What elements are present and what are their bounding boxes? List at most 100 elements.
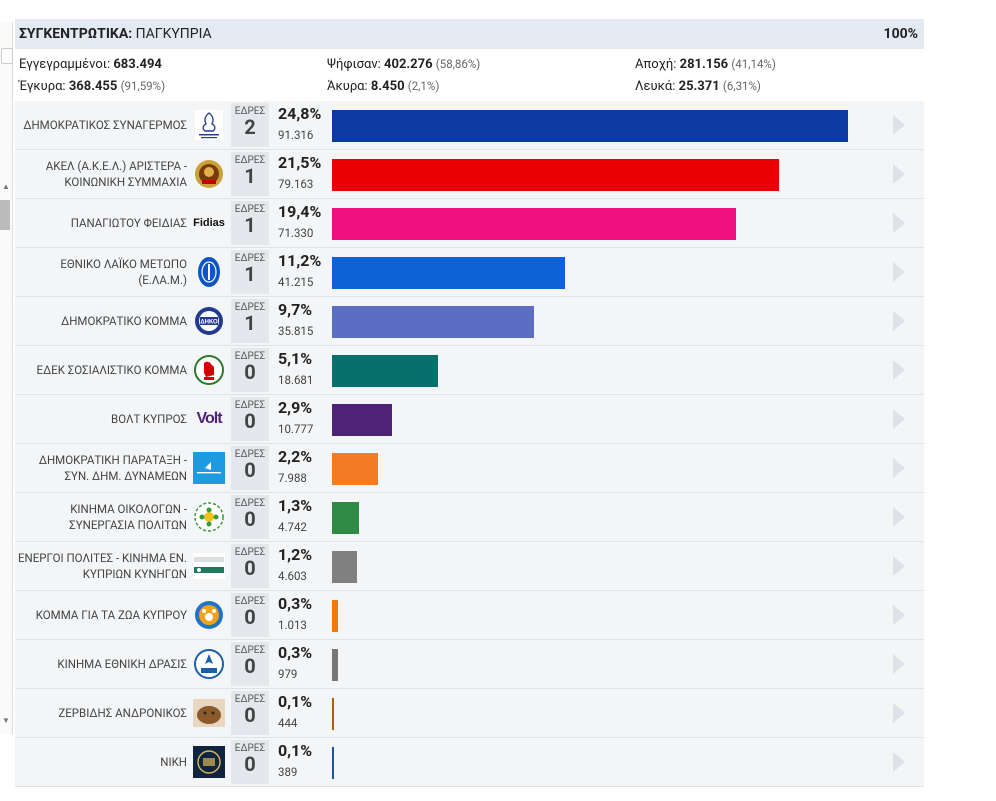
result-bar	[332, 355, 438, 387]
vote-percentage: 1,3%	[278, 496, 313, 515]
vote-count: 389	[278, 765, 298, 779]
expand-arrow-icon[interactable]	[893, 507, 905, 527]
party-name: ΒΟΛΤ ΚΥΠΡΟΣ	[111, 412, 187, 426]
seats-label: ΕΔΡΕΣ	[234, 155, 266, 166]
logo-text: Volt	[196, 410, 222, 427]
vote-count: 71.330	[278, 226, 314, 240]
scroll-down-arrow-icon[interactable]: ▼	[2, 716, 10, 725]
party-row[interactable]: ΕΝΕΡΓΟΙ ΠΟΛΙΤΕΣ - ΚΙΝΗΜΑ ΕΝ. ΚΥΠΡΙΩΝ ΚΥΝ…	[15, 542, 924, 591]
candidate-photo-icon	[193, 697, 225, 729]
volt-logo-icon: Volt	[193, 403, 225, 435]
result-bar	[332, 600, 338, 632]
fidias-logo-icon: Fidias	[193, 207, 225, 239]
seats-box: ΕΔΡΕΣ 2	[231, 103, 269, 147]
seats-count: 0	[244, 654, 256, 678]
vote-percentage: 0,1%	[278, 741, 313, 760]
vote-percentage: 9,7%	[278, 300, 313, 319]
seats-label: ΕΔΡΕΣ	[234, 596, 266, 607]
seats-count: 0	[244, 605, 256, 629]
vote-count: 1.013	[278, 618, 307, 632]
expand-arrow-icon[interactable]	[893, 556, 905, 576]
party-row[interactable]: ΚΙΝΗΜΑ ΟΙΚΟΛΟΓΩΝ - ΣΥΝΕΡΓΑΣΙΑ ΠΟΛΙΤΩΝ ΕΔΡ…	[15, 493, 924, 542]
blank-label: Λευκά:	[635, 79, 676, 94]
expand-arrow-icon[interactable]	[893, 164, 905, 184]
abstention-pct: (41,14%)	[731, 57, 776, 71]
result-bar	[332, 502, 359, 534]
vote-count: 7.988	[278, 471, 307, 485]
expand-arrow-icon[interactable]	[893, 752, 905, 772]
expand-arrow-icon[interactable]	[893, 605, 905, 625]
svg-text:ΔΗΚΟ: ΔΗΚΟ	[200, 320, 218, 326]
vote-percentage: 2,9%	[278, 398, 313, 417]
expand-arrow-icon[interactable]	[893, 409, 905, 429]
result-bar	[332, 698, 334, 730]
expand-arrow-icon[interactable]	[893, 458, 905, 478]
party-row[interactable]: ΕΔΕΚ ΣΟΣΙΑΛΙΣΤΙΚΟ ΚΟΜΜΑ ΕΔΡΕΣ 0 5,1% 18.681	[15, 346, 924, 395]
header-title: ΣΥΓΚΕΝΤΡΩΤΙΚΑ: ΠΑΓΚΥΠΡΙΑ	[19, 26, 212, 42]
vote-count: 18.681	[278, 373, 314, 387]
scroll-cap[interactable]	[1, 48, 13, 64]
expand-arrow-icon[interactable]	[893, 654, 905, 674]
seats-count: 2	[244, 115, 256, 139]
seats-box: ΕΔΡΕΣ 0	[231, 348, 269, 392]
party-name: ΠΑΝΑΓΙΩΤΟΥ ΦΕΙΔΙΑΣ	[70, 216, 187, 230]
invalid-pct: (2,1%)	[407, 79, 440, 93]
party-row[interactable]: ΒΟΛΤ ΚΥΠΡΟΣ Volt ΕΔΡΕΣ 0 2,9% 10.777	[15, 395, 924, 444]
vote-count: 979	[278, 667, 298, 681]
expand-arrow-icon[interactable]	[893, 360, 905, 380]
party-name: ΑΚΕΛ (Α.Κ.Ε.Λ.) ΑΡΙΣΤΕΡΑ - ΚΟΙΝΩΝΙΚΗ ΣΥΜ…	[45, 159, 187, 189]
diko-logo-icon: ΔΗΚΟ	[193, 305, 225, 337]
party-name: ΚΙΝΗΜΑ ΕΘΝΙΚΗ ΔΡΑΣΙΣ	[57, 657, 187, 671]
result-bar	[332, 649, 338, 681]
left-scrollbar[interactable]: ▲ ▼	[0, 22, 13, 734]
expand-arrow-icon[interactable]	[893, 213, 905, 233]
scroll-thumb[interactable]	[0, 200, 10, 230]
invalid-value: 8.450	[370, 79, 405, 94]
vote-count: 4.603	[278, 569, 307, 583]
ecologists-logo-icon	[193, 501, 225, 533]
expand-arrow-icon[interactable]	[893, 115, 905, 135]
party-row[interactable]: ΠΑΝΑΓΙΩΤΟΥ ΦΕΙΔΙΑΣ Fidias ΕΔΡΕΣ 1 19,4% 71.33…	[15, 199, 924, 248]
party-row[interactable]: ΔΗΜΟΚΡΑΤΙΚΟ ΚΟΜΜΑ ΔΗΚΟ ΕΔΡΕΣ 1 9,7% 35.815	[15, 297, 924, 346]
valid-value: 368.455	[68, 79, 118, 94]
dipa-logo-icon	[193, 452, 225, 484]
party-row[interactable]: ΝΙΚΗ ΕΔΡΕΣ 0 0,1% 389	[15, 738, 924, 787]
party-row[interactable]: ΚΟΜΜΑ ΓΙΑ ΤΑ ΖΩΑ ΚΥΠΡΟΥ ΕΔΡΕΣ 0 0,3% 1.013	[15, 591, 924, 640]
seats-count: 0	[244, 556, 256, 580]
abstention-value: 281.156	[679, 57, 729, 72]
scroll-up-arrow-icon[interactable]: ▲	[2, 182, 10, 191]
seats-count: 0	[244, 507, 256, 531]
expand-arrow-icon[interactable]	[893, 262, 905, 282]
party-row[interactable]: ΔΗΜΟΚΡΑΤΙΚΗ ΠΑΡΑΤΑΞΗ - ΣΥΝ. ΔΗΜ. ΔΥΝΑΜΕΩ…	[15, 444, 924, 493]
voted-stat: Ψήφισαν: 402.276 (58,86%)	[327, 57, 480, 72]
party-row[interactable]: ΖΕΡΒΙΔΗΣ ΑΝΔΡΟΝΙΚΟΣ ΕΔΡΕΣ 0 0,1% 444	[15, 689, 924, 738]
abstention-label: Αποχή:	[635, 57, 677, 72]
party-row[interactable]: ΔΗΜΟΚΡΑΤΙΚΟΣ ΣΥΝΑΓΕΡΜΟΣ ΕΔΡΕΣ 2 24,8% 91.316	[15, 101, 924, 150]
result-bar	[332, 306, 534, 338]
party-row[interactable]: ΑΚΕΛ (Α.Κ.Ε.Λ.) ΑΡΙΣΤΕΡΑ - ΚΟΙΝΩΝΙΚΗ ΣΥΜ…	[15, 150, 924, 199]
seats-count: 0	[244, 703, 256, 727]
party-name: ΕΔΕΚ ΣΟΣΙΑΛΙΣΤΙΚΟ ΚΟΜΜΑ	[36, 363, 187, 377]
edek-logo-icon	[193, 354, 225, 386]
header-title-region: ΠΑΓΚΥΠΡΙΑ	[135, 26, 212, 42]
party-results-list: ΔΗΜΟΚΡΑΤΙΚΟΣ ΣΥΝΑΓΕΡΜΟΣ ΕΔΡΕΣ 2 24,8% 91.316…	[15, 101, 924, 787]
header-title-bold: ΣΥΓΚΕΝΤΡΩΤΙΚΑ:	[19, 26, 133, 42]
seats-box: ΕΔΡΕΣ 0	[231, 740, 269, 784]
seats-label: ΕΔΡΕΣ	[234, 351, 266, 362]
party-row[interactable]: ΚΙΝΗΜΑ ΕΘΝΙΚΗ ΔΡΑΣΙΣ ΕΔΡΕΣ 0 0,3% 979	[15, 640, 924, 689]
seats-label: ΕΔΡΕΣ	[234, 743, 266, 754]
vote-percentage: 24,8%	[278, 104, 322, 123]
seats-count: 1	[244, 213, 256, 237]
seats-box: ΕΔΡΕΣ 1	[231, 201, 269, 245]
party-name: ΕΝΕΡΓΟΙ ΠΟΛΙΤΕΣ - ΚΙΝΗΜΑ ΕΝ. ΚΥΠΡΙΩΝ ΚΥΝ…	[18, 551, 187, 581]
expand-arrow-icon[interactable]	[893, 703, 905, 723]
vote-percentage: 1,2%	[278, 545, 313, 564]
result-bar	[332, 747, 334, 779]
expand-arrow-icon[interactable]	[893, 311, 905, 331]
seats-count: 1	[244, 164, 256, 188]
seats-label: ΕΔΡΕΣ	[234, 204, 266, 215]
party-row[interactable]: ΕΘΝΙΚΟ ΛΑΪΚΟ ΜΕΤΩΠΟ (Ε.ΛΑ.Μ.) ΕΔΡΕΣ 1 11,2%…	[15, 248, 924, 297]
seats-label: ΕΔΡΕΣ	[234, 449, 266, 460]
akel-logo-icon	[193, 158, 225, 190]
result-bar	[332, 257, 565, 289]
